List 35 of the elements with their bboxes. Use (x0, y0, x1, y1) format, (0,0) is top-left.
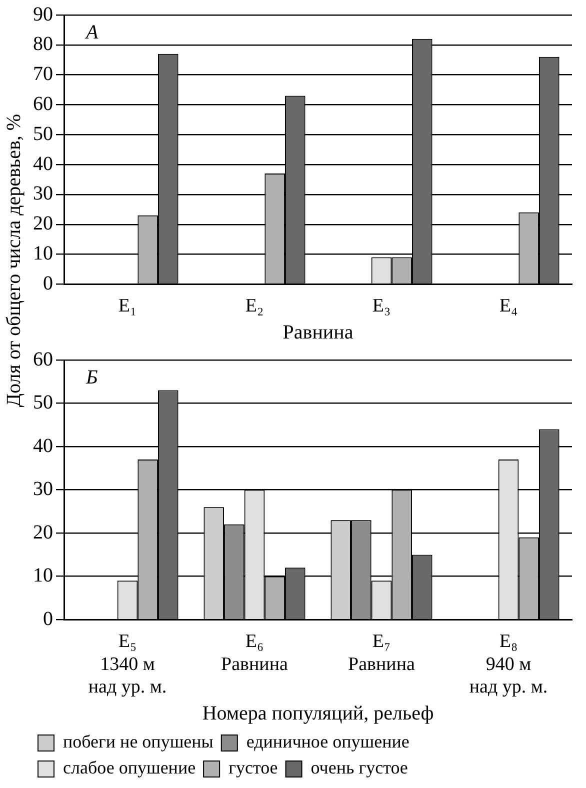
y-tick-label: 30 (33, 478, 53, 500)
x-tick-label: Е₃ (372, 296, 391, 317)
x-tick-label: Е₂ (245, 296, 264, 317)
y-tick-label: 10 (33, 564, 53, 587)
x-tick-label: Е₆ Равнина (221, 630, 289, 675)
x-tick-label: Е₄ (499, 296, 518, 317)
y-tick-label: 0 (43, 608, 53, 630)
x-axis-title: Номера популяций, рельеф (202, 702, 434, 724)
legend-label: побеги не опушены (63, 732, 214, 752)
y-tick-label: 40 (33, 434, 53, 457)
annotation: А (84, 21, 99, 44)
y-tick-label: 30 (33, 182, 53, 205)
y-tick-label: 40 (33, 152, 53, 175)
x-tick-label: Е₇ Равнина (348, 630, 416, 675)
y-tick-label: 20 (33, 212, 53, 235)
legend-label: очень густое (310, 758, 408, 778)
y-axis-title: Доля от общего числа деревьев, % (4, 113, 26, 407)
annotation: Б (85, 366, 98, 388)
y-tick-label: 80 (33, 33, 53, 56)
y-tick-label: 60 (33, 92, 53, 115)
legend-label: слабое опушение (63, 758, 196, 778)
legend-label: единичное опушение (246, 732, 410, 752)
y-tick-label: 0 (43, 272, 53, 294)
y-tick-label: 50 (33, 392, 53, 414)
x-axis-title: Равнина (282, 321, 354, 344)
y-tick-label: 70 (33, 63, 53, 86)
y-tick-label: 60 (33, 348, 53, 370)
x-tick-label: Е₁ (118, 296, 137, 317)
x-tick-label: Е₈ 940 м над ур. м. (469, 630, 548, 698)
legend-label: густое (228, 758, 278, 778)
y-tick-label: 10 (33, 242, 53, 265)
x-tick-label: Е₅ 1340 м над ур. м. (88, 630, 167, 698)
y-tick-label: 20 (33, 521, 53, 544)
y-tick-label: 50 (33, 122, 53, 145)
y-tick-label: 90 (33, 3, 53, 26)
